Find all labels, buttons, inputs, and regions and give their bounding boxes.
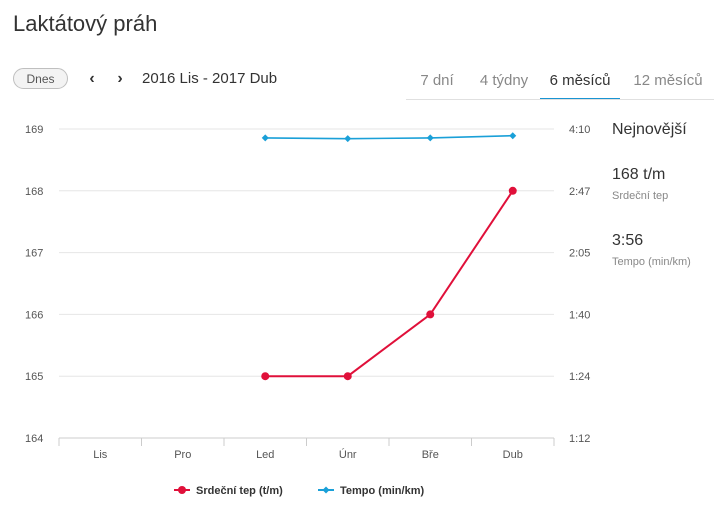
right-tick-label: 1:40 [569,309,590,321]
right-axis-ticks: 4:10 2:47 2:05 1:40 1:24 1:12 [569,124,590,445]
left-tick-label: 167 [25,248,43,260]
legend-marker-pace [322,486,330,494]
latest-hr-value: 168 t/m [612,166,666,183]
tab-4-weeks[interactable]: 4 týdny [479,71,529,89]
tab-12-months[interactable]: 12 měsíců [633,71,703,89]
left-tick-label: 166 [25,309,43,321]
right-tick-label: 2:05 [569,248,590,260]
right-tick-label: 1:12 [569,433,590,445]
x-tick-label: Únr [339,448,357,461]
pace-point [509,132,517,140]
x-axis-ticks: Lis Pro Led Únr Bře Dub [93,448,523,461]
legend-marker-heart-rate [178,486,186,494]
left-tick-label: 165 [25,371,43,383]
right-tick-label: 1:24 [569,371,590,383]
today-button[interactable]: Dnes [13,68,68,89]
latest-pace-label: Tempo (min/km) [612,256,691,268]
pace-point [261,134,269,142]
series-line-pace [265,134,513,140]
heart-rate-point [261,372,270,381]
x-tick-label: Pro [174,449,191,461]
x-tick-label: Bře [422,449,439,461]
chart-grid [58,128,555,446]
tab-7-days[interactable]: 7 dní [420,71,454,89]
latest-heading: Nejnovější [612,121,687,138]
tabs-divider [406,99,714,100]
pace-point [426,134,434,142]
left-tick-label: 168 [25,186,43,198]
right-tick-label: 2:47 [569,186,590,198]
pace-point [344,135,352,143]
chart-legend: Srdeční tep (t/m) Tempo (min/km) [174,485,424,497]
legend-label-pace: Tempo (min/km) [340,485,424,497]
x-tick-label: Dub [503,449,523,461]
latest-pace-value: 3:56 [612,232,644,249]
heart-rate-point [426,310,435,319]
x-tick-label: Lis [93,449,108,461]
series-line-heart-rate [265,190,514,378]
left-axis-ticks: 169 168 167 166 165 164 [25,124,43,445]
left-tick-label: 164 [25,433,43,445]
heart-rate-point [343,372,352,381]
x-tick-label: Led [256,449,274,461]
chevron-left-icon[interactable]: ‹ [89,70,95,87]
series-layer [261,132,517,381]
date-range-label: 2016 Lis - 2017 Dub [142,70,278,87]
left-tick-label: 169 [25,124,43,136]
right-tick-label: 4:10 [569,124,590,136]
latest-hr-label: Srdeční tep [612,190,669,202]
legend-label-heart-rate: Srdeční tep (t/m) [196,485,283,497]
heart-rate-point [508,186,517,195]
page-title: Laktátový práh [13,11,158,36]
chevron-right-icon[interactable]: › [117,70,123,87]
